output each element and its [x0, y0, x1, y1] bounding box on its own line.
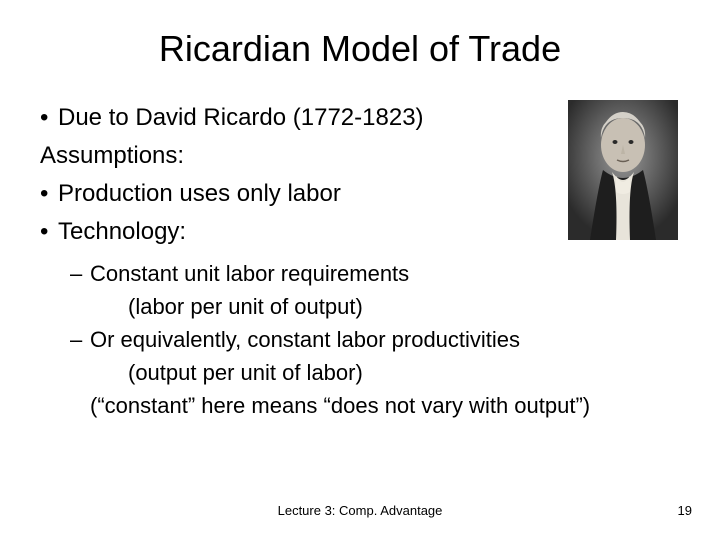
footer-lecture-label: Lecture 3: Comp. Advantage [0, 503, 720, 518]
sub-detail: (labor per unit of output) [128, 291, 680, 323]
sub-text: Constant unit labor requirements [90, 261, 409, 286]
sub-item: –Or equivalently, constant labor product… [70, 324, 680, 356]
dash-marker: – [70, 258, 90, 290]
bullet-text: Due to David Ricardo (1772-1823) [58, 104, 424, 131]
page-number: 19 [678, 503, 692, 518]
bullet-marker: • [40, 214, 58, 250]
sub-bullet-list: –Constant unit labor requirements (labor… [70, 258, 680, 421]
bullet-marker: • [40, 100, 58, 136]
sub-note: (“constant” here means “does not vary wi… [90, 390, 680, 422]
ricardo-portrait-image [568, 100, 678, 240]
slide-title: Ricardian Model of Trade [40, 28, 680, 70]
sub-item: –Constant unit labor requirements [70, 258, 680, 290]
bullet-text: Production uses only labor [58, 180, 341, 207]
bullet-text: Technology: [58, 218, 186, 245]
sub-text: Or equivalently, constant labor producti… [90, 327, 520, 352]
slide: Ricardian Model of Trade •Due to David R… [0, 0, 720, 540]
dash-marker: – [70, 324, 90, 356]
bullet-marker: • [40, 176, 58, 212]
sub-detail: (output per unit of labor) [128, 357, 680, 389]
